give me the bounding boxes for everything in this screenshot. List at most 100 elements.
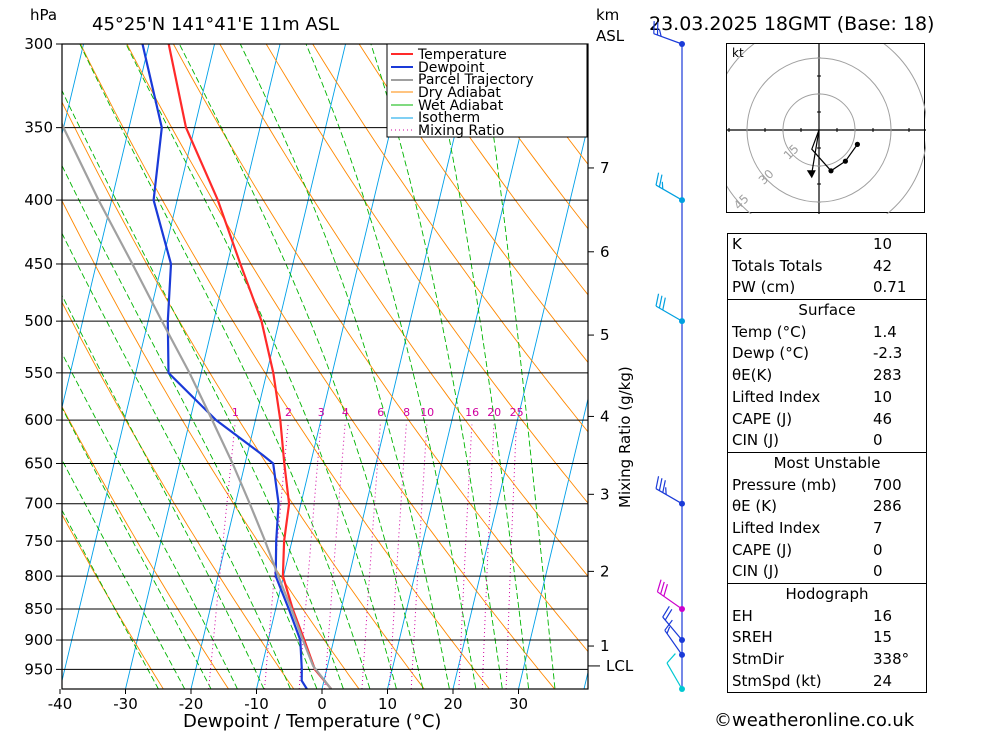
isotherm-line [321,44,477,689]
hodograph-ring-label: 45 [731,192,752,213]
wind-profile [653,21,685,692]
dry-adiabat-line [358,44,588,364]
index-row: StmDir 338° [732,650,910,669]
dry-adiabat-line [405,44,588,296]
temperature-tick-label: 0 [317,695,327,713]
pressure-tick-label: 650 [24,455,53,473]
mixing-ratio-label: 20 [487,406,501,419]
most-unstable-indices: Most Unstable Pressure (mb) 700 θE (K) 286… [727,451,927,583]
datetime-title: 23.03.2025 18GMT (Base: 18) [649,13,934,35]
copyright-link[interactable]: ©weatheronline.co.uk [714,710,915,731]
sounding-profiles [62,44,333,689]
mixing-ratio-label: 4 [342,406,349,419]
mixing-ratio-label: 25 [510,406,524,419]
asl-label: ASL [596,27,625,45]
hodograph-ring [746,57,892,203]
height-tick-label: 6 [600,243,610,261]
wind-barb-feather [666,626,671,634]
pressure-tick-label: 600 [24,411,53,429]
wind-barb-shaft [655,305,683,322]
mixing-ratio-line [481,424,495,689]
index-row: CAPE (J) 46 [732,409,893,428]
index-row: Dewp (°C) -2.3 [732,344,903,363]
wind-barb-feather [664,619,673,631]
pressure-tick-label: 550 [24,364,53,382]
wind-barb-shaft [666,662,683,690]
wind-barb-feather [658,478,663,491]
wet-adiabat-line [62,232,291,689]
wind-barb-feather [662,605,670,618]
index-row: CIN (J) 0 [732,431,883,450]
isobar-lines [62,43,588,670]
pressure-tick-label: 400 [24,191,53,209]
mixing-ratio-line [208,424,236,689]
hodograph-indices: Hodograph EH 16 SREH 15 StmDir 338° StmSpd … [727,583,927,694]
dry-adiabat-line [219,44,588,577]
dry-adiabat-line [79,44,491,689]
temperature-tick-label: 30 [509,695,528,713]
index-row: Temp (°C) 1.4 [732,322,897,341]
index-row: θE(K) 283 [732,366,902,385]
mixing-ratio-label: 16 [465,406,479,419]
wet-adiabat-line [429,44,530,689]
wind-barb-shaft [657,591,683,610]
index-row: CAPE (J) 0 [732,540,883,559]
general-indices: K 10 Totals Totals 42 PW (cm) 0.71 [727,233,927,300]
mixing-ratio-line [264,424,289,689]
mixing-ratio-line [324,424,346,689]
mixing-ratio-label: 10 [420,406,434,419]
mixing-ratio-line [361,424,381,689]
hodograph-ring [782,93,856,167]
hodograph-point [828,168,834,174]
dewpoint-profile [141,44,308,689]
index-row: θE (K) 286 [732,497,902,516]
index-row: Lifted Index 10 [732,387,893,406]
legend-temperature: Temperature [417,47,507,63]
plot-frame [61,43,589,690]
index-row: CIN (J) 0 [732,562,883,581]
temperature-tick-label: -20 [179,695,204,713]
height-tick-label: 3 [600,485,610,503]
index-row: Pressure (mb) 700 [732,475,902,494]
dry-adiabat-line [62,101,425,689]
wind-barb-shaft [664,629,683,656]
index-row: StmSpd (kt) 24 [732,671,893,690]
axes: 3003504004505005506006507007508008509009… [24,35,633,713]
wind-barb-feather [660,581,665,595]
lcl-label: LCL [606,657,634,675]
hodograph-ring [727,44,926,214]
pressure-tick-label: 900 [24,631,53,649]
wind-barb-feather [662,297,666,311]
pressure-tick-label: 500 [24,312,53,330]
wet-adiabat-line [62,509,159,689]
temperature-tick-label: -10 [244,695,269,713]
legend-parcel: Parcel Trajectory [418,72,534,88]
pressure-tick-label: 350 [24,119,53,137]
height-tick-label: 5 [600,326,610,344]
height-tick-label: 4 [600,407,610,425]
isotherm-line [387,44,543,689]
hodograph-unit: kt [732,46,744,60]
temperature-tick-label: -40 [48,695,73,713]
mixing-ratio-line [388,424,407,689]
index-row: Totals Totals 42 [732,256,893,275]
wind-barb-feather [656,579,662,592]
mixing-ratio-label: 6 [377,406,384,419]
height-tick-label: 1 [600,637,610,655]
temperature-tick-label: -30 [113,695,138,713]
hodograph-point [842,158,848,164]
hpa-label: hPa [30,6,57,24]
dry-adiabat-line [172,44,588,653]
legend-dewpoint: Dewpoint [418,60,485,76]
dry-adiabat-line [451,44,588,230]
mixing-ratio-label: 3 [318,406,325,419]
legend-isotherm: Isotherm [418,110,480,126]
wind-barb-shaft [655,488,683,505]
dry-adiabat-line [62,301,295,689]
right-axis-label: Mixing Ratio (g/kg) [616,366,634,508]
wet-adiabat-line [305,44,477,689]
most-unstable-heading: Most Unstable [773,453,881,472]
wind-barb-shaft [655,184,683,201]
km-label: km [596,6,619,24]
